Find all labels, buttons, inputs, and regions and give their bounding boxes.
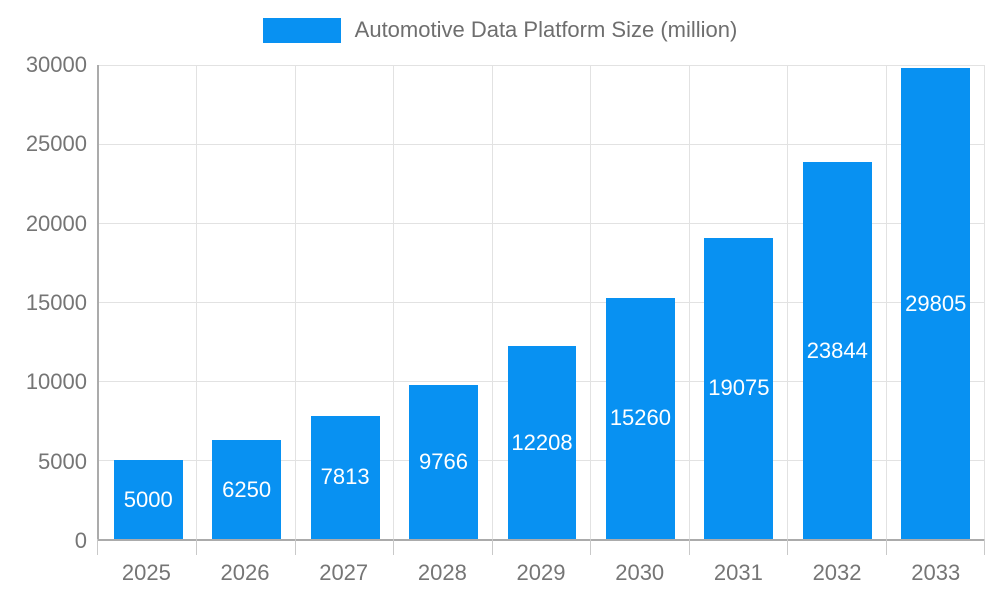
bar-2031: 19075 <box>704 237 774 539</box>
x-axis-tick-mark <box>688 539 690 555</box>
vertical-gridline <box>885 65 887 539</box>
vertical-gridline <box>491 65 493 539</box>
plot-area: 5000 6250 7813 9766 12208 15260 19075 23844 2980… <box>97 65 985 555</box>
bar-value-label: 5000 <box>123 486 173 512</box>
vertical-gridline <box>688 65 690 539</box>
horizontal-gridline <box>99 223 985 225</box>
horizontal-gridline <box>99 302 985 303</box>
horizontal-gridline <box>99 144 985 145</box>
vertical-gridline <box>590 65 592 539</box>
bar-slot: 5000 <box>99 65 197 539</box>
x-axis-tick-mark <box>787 539 789 555</box>
bar-slot: 23844 <box>788 65 886 539</box>
bar-slot: 7813 <box>296 65 394 539</box>
x-tick-label-2030: 2030 <box>615 560 665 585</box>
y-tick-label: 15000 <box>25 290 87 315</box>
vertical-gridline <box>393 65 395 539</box>
x-tick-label-2026: 2026 <box>220 560 270 585</box>
bar-2026: 6250 <box>212 440 282 539</box>
bar-slot: 29805 <box>887 65 985 539</box>
vertical-gridline <box>294 65 296 539</box>
y-tick-label: 20000 <box>25 210 87 236</box>
bar-value-label: 9766 <box>419 448 469 474</box>
bar-slot: 15260 <box>591 65 689 539</box>
bar-2025: 5000 <box>113 460 183 539</box>
chart-legend[interactable]: Automotive Data Platform Size (million) <box>0 13 1000 47</box>
bar-value-label: 7813 <box>320 464 370 490</box>
bar-2028: 9766 <box>409 384 478 539</box>
bar-slot: 19075 <box>690 65 788 539</box>
x-tick-label-2027: 2027 <box>319 560 369 585</box>
x-axis-tick-mark <box>491 539 493 555</box>
y-axis-labels: 0 5000 10000 15000 20000 25000 30000 <box>0 54 87 552</box>
y-tick-label: 5000 <box>38 448 87 474</box>
bar-2032: 23844 <box>802 162 872 539</box>
x-axis-tick-mark <box>196 539 198 555</box>
x-tick-label-2029: 2029 <box>516 560 566 585</box>
bar-2029: 12208 <box>507 346 577 539</box>
x-axis-tick-mark <box>393 539 395 555</box>
horizontal-gridline <box>99 65 985 66</box>
bar-value-label: 6250 <box>222 476 272 502</box>
x-axis-tick-mark <box>590 539 592 555</box>
bar-slot: 9766 <box>394 65 492 539</box>
bar-slot: 12208 <box>493 65 591 539</box>
bar-value-label: 15260 <box>609 405 671 431</box>
x-tick-label-2033: 2033 <box>911 560 961 585</box>
bar-slot: 6250 <box>197 65 295 539</box>
x-axis-tick-mark <box>885 539 887 555</box>
bar-2030: 15260 <box>605 297 675 539</box>
x-tick-label-2025: 2025 <box>121 560 171 585</box>
y-tick-label: 10000 <box>25 369 87 395</box>
x-tick-label-2028: 2028 <box>417 560 467 585</box>
vertical-gridline <box>984 65 985 539</box>
bar-2033: 29805 <box>901 68 971 539</box>
bar-2027: 7813 <box>310 415 380 539</box>
y-tick-label: 25000 <box>25 131 87 157</box>
x-tick-label-2032: 2032 <box>812 560 862 585</box>
vertical-gridline <box>196 65 198 539</box>
x-axis-tick-mark <box>294 539 296 555</box>
legend-series-label: Automotive Data Platform Size (million) <box>354 17 738 42</box>
vertical-gridline <box>787 65 789 539</box>
x-tick-label-2031: 2031 <box>713 560 763 585</box>
bars-layer: 5000 6250 7813 9766 12208 15260 19075 23844 2980… <box>99 65 985 539</box>
x-axis-tick-mark <box>984 539 985 555</box>
bar-value-label: 23844 <box>806 337 868 363</box>
bar-value-label: 29805 <box>905 290 967 316</box>
y-tick-label: 0 <box>74 528 87 553</box>
bar-value-label: 12208 <box>511 429 573 455</box>
bar-value-label: 19075 <box>708 375 770 401</box>
x-axis-tick-mark <box>97 539 98 555</box>
legend-color-swatch <box>262 17 341 43</box>
y-tick-label: 30000 <box>25 52 87 77</box>
x-axis-labels: 2025 2026 2027 2028 2029 2030 2031 2032 2033 <box>97 560 985 586</box>
